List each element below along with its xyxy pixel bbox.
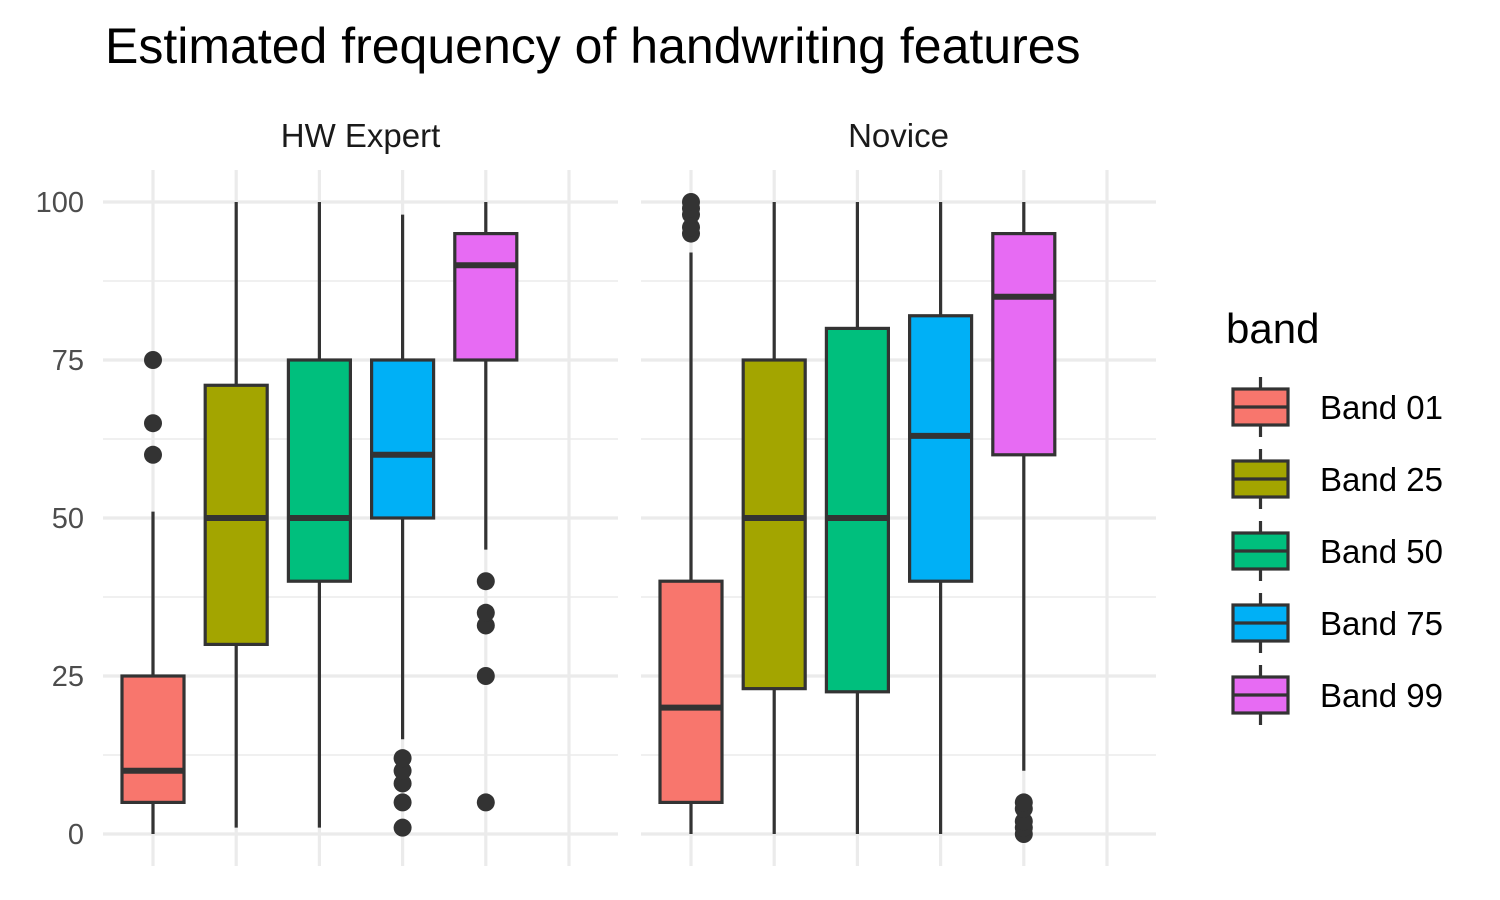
y-tick-label: 50	[52, 503, 84, 535]
legend-item: Band 01	[1231, 377, 1443, 437]
legend-label: Band 75	[1320, 605, 1443, 642]
box-band-50	[824, 202, 891, 834]
box-iqr	[120, 674, 186, 805]
box-band-01	[658, 193, 724, 834]
legend-label: Band 01	[1320, 389, 1443, 426]
facet-panel: Novice	[641, 117, 1156, 866]
legend-label: Band 99	[1320, 677, 1443, 714]
y-tick-label: 0	[68, 819, 84, 851]
legend-label: Band 50	[1320, 533, 1443, 570]
box-band-50	[286, 202, 352, 828]
legend-item: Band 75	[1231, 593, 1443, 653]
facet-label: HW Expert	[281, 117, 441, 154]
box-band-75	[370, 214, 436, 837]
chart-title: Estimated frequency of handwriting featu…	[105, 18, 1081, 74]
box-iqr	[203, 383, 269, 646]
outlier-point	[1014, 812, 1033, 831]
legend-item: Band 99	[1231, 665, 1443, 725]
facet-label: Novice	[848, 117, 949, 154]
outlier-point	[144, 351, 162, 369]
legend-label: Band 25	[1320, 461, 1443, 498]
outlier-point	[1014, 793, 1033, 812]
outlier-point	[144, 445, 162, 464]
legend-item: Band 25	[1231, 449, 1443, 509]
facet-panels: HW Expert 0 25 50 75 100 Novice	[36, 117, 1156, 866]
y-tick-label: 100	[36, 187, 84, 219]
y-tick-label: 75	[52, 345, 84, 377]
box-iqr	[907, 314, 974, 583]
outlier-point	[144, 414, 162, 433]
outlier-point	[682, 218, 700, 237]
outlier-point	[476, 616, 495, 635]
outlier-point	[476, 572, 495, 591]
box-band-75	[907, 202, 974, 834]
outlier-point	[393, 793, 412, 812]
outlier-point	[476, 603, 495, 622]
box-band-99	[991, 202, 1057, 843]
box-band-25	[203, 202, 269, 828]
outlier-point	[393, 761, 412, 780]
box-iqr	[741, 358, 807, 691]
outlier-point	[393, 774, 412, 793]
box-iqr	[991, 232, 1057, 457]
box-band-01	[120, 351, 186, 834]
outlier-point	[393, 818, 412, 837]
y-tick-label: 25	[52, 661, 84, 693]
legend: band Band 01 Band 25 Band 50 Band 75 Band 99	[1226, 305, 1443, 725]
box-iqr	[286, 358, 352, 583]
outlier-point	[476, 667, 495, 685]
outlier-point	[476, 793, 495, 812]
box-iqr	[824, 326, 891, 694]
facet-panel: HW Expert 0 25 50 75 100	[36, 117, 618, 866]
box-band-25	[741, 202, 807, 834]
box-iqr	[453, 232, 519, 362]
outlier-point	[682, 193, 700, 211]
box-iqr	[658, 579, 724, 805]
box-band-99	[453, 202, 519, 812]
legend-title: band	[1226, 305, 1319, 352]
outlier-point	[393, 749, 412, 768]
legend-item: Band 50	[1231, 521, 1443, 581]
box-iqr	[370, 358, 436, 520]
